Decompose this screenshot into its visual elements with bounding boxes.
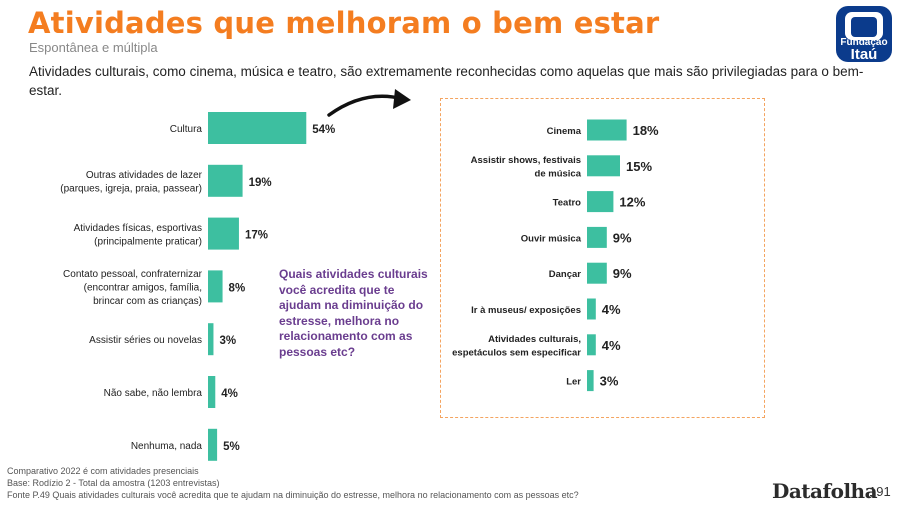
left-bar xyxy=(208,376,216,408)
page-number: 191 xyxy=(869,484,891,499)
footnote-base: Base: Rodízio 2 - Total da amostra (1203… xyxy=(7,478,220,488)
left-value-label: 8% xyxy=(229,282,246,294)
left-value-label: 4% xyxy=(221,388,238,400)
logo-line1: Fundação xyxy=(840,37,887,48)
left-category-label: Contato pessoal, confraternizar (encontra… xyxy=(63,269,203,307)
right-bar xyxy=(587,119,627,141)
left-category-label: Assistir séries ou novelas xyxy=(89,335,202,346)
left-category-label: Cultura xyxy=(170,124,203,135)
right-value-label: 4% xyxy=(602,338,621,353)
left-value-label: 5% xyxy=(223,441,240,453)
right-category-label: Ler xyxy=(566,377,581,388)
left-bar xyxy=(208,217,239,250)
left-category-label: Não sabe, não lembra xyxy=(104,388,203,399)
right-bar xyxy=(587,334,596,356)
right-bar xyxy=(587,262,607,284)
left-bar xyxy=(208,428,218,461)
right-category-label: Ouvir música xyxy=(521,233,582,244)
right-value-label: 18% xyxy=(633,123,659,138)
right-bar xyxy=(587,226,607,248)
cultural-breakdown-box xyxy=(440,98,765,418)
right-category-label: Ir à museus/ exposições xyxy=(471,305,581,316)
footnote-fonte: Fonte P.49 Quais atividades culturais vo… xyxy=(7,490,579,500)
left-value-label: 17% xyxy=(245,230,268,242)
left-value-label: 54% xyxy=(312,124,335,136)
left-bar xyxy=(208,270,223,303)
right-bar xyxy=(587,191,614,213)
right-value-label: 15% xyxy=(626,159,652,174)
right-bar xyxy=(587,155,620,177)
left-category-label: Nenhuma, nada xyxy=(131,441,203,452)
right-category-label: Teatro xyxy=(553,198,582,209)
logo-line2: Itaú xyxy=(851,46,878,63)
left-category-label: Outras atividades de lazer (parques, igre… xyxy=(60,170,202,195)
left-value-label: 19% xyxy=(249,177,272,189)
left-value-label: 3% xyxy=(219,335,236,347)
curved-arrow-icon xyxy=(327,89,411,117)
left-bar xyxy=(208,323,214,356)
right-category-label: Assistir shows, festivais de música xyxy=(471,155,582,180)
right-value-label: 4% xyxy=(602,302,621,317)
right-value-label: 9% xyxy=(613,230,632,245)
footnote-comparativo: Comparativo 2022 é com atividades presen… xyxy=(7,466,199,476)
right-category-label: Atividades culturais, espetáculos sem esp… xyxy=(452,334,581,359)
left-category-label: Atividades físicas, esportivas (principal… xyxy=(74,223,202,248)
right-category-label: Dançar xyxy=(549,269,582,280)
question-callout: Quais atividades culturais você acredita… xyxy=(279,267,428,359)
right-bar xyxy=(587,298,596,320)
right-bar xyxy=(587,370,594,392)
left-bar xyxy=(208,164,243,197)
page-subtitle: Espontânea e múltipla xyxy=(29,40,158,55)
right-category-label: Cinema xyxy=(547,126,582,137)
intro-text: Atividades culturais, como cinema, músic… xyxy=(29,64,864,98)
left-bar xyxy=(208,112,307,144)
page-title: Atividades que melhoram o bem estar xyxy=(28,6,660,40)
right-value-label: 12% xyxy=(619,195,645,210)
right-value-label: 9% xyxy=(613,266,632,281)
fundacao-itau-logo: Fundação Itaú xyxy=(834,5,894,63)
right-value-label: 3% xyxy=(600,374,619,389)
datafolha-logo: Datafolha xyxy=(772,479,878,503)
